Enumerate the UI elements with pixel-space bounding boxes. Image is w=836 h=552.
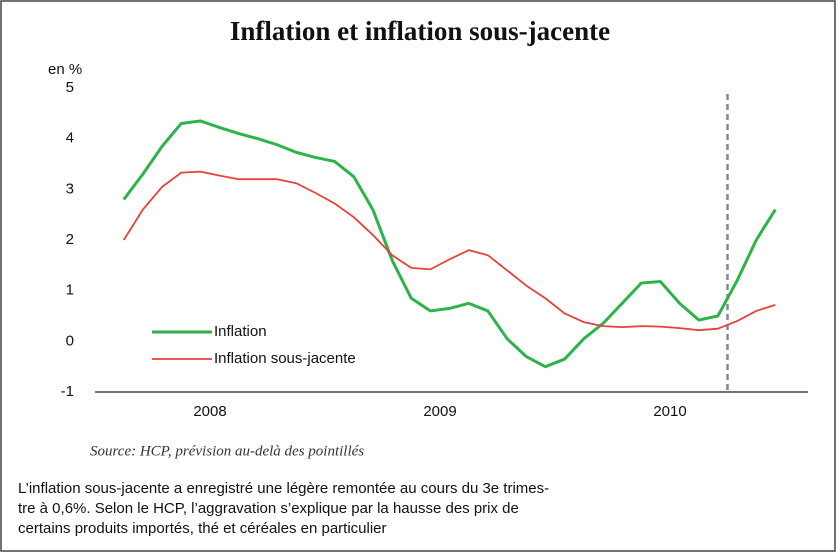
- caption-line: certains produits importés, thé et céréa…: [18, 520, 387, 537]
- legend-label: Inflation sous-jacente: [214, 350, 356, 367]
- caption-line: tre à 0,6%. Selon le HCP, l’aggravation …: [18, 500, 519, 517]
- y-tick-label: 3: [66, 180, 74, 197]
- x-tick-label: 2008: [193, 403, 226, 420]
- line-series: [122, 119, 777, 369]
- x-tick-label: 2009: [423, 403, 456, 420]
- x-tick-label: 2010: [653, 403, 686, 420]
- y-axis-label: en %: [48, 61, 82, 78]
- chart-title: Inflation et inflation sous-jacente: [230, 16, 610, 46]
- y-tick-label: -1: [61, 383, 74, 400]
- y-tick-label: 5: [66, 79, 74, 96]
- line-series: [122, 170, 776, 332]
- source: Source: HCP, prévision au-delà des point…: [90, 443, 364, 459]
- y-tick-label: 2: [66, 231, 74, 248]
- y-tick-label: 0: [66, 332, 74, 349]
- legend-label: Inflation: [214, 323, 267, 340]
- y-tick-label: 1: [66, 282, 74, 299]
- caption-line: L’inflation sous-jacente a enregistré un…: [18, 480, 549, 497]
- y-tick-label: 4: [66, 130, 74, 147]
